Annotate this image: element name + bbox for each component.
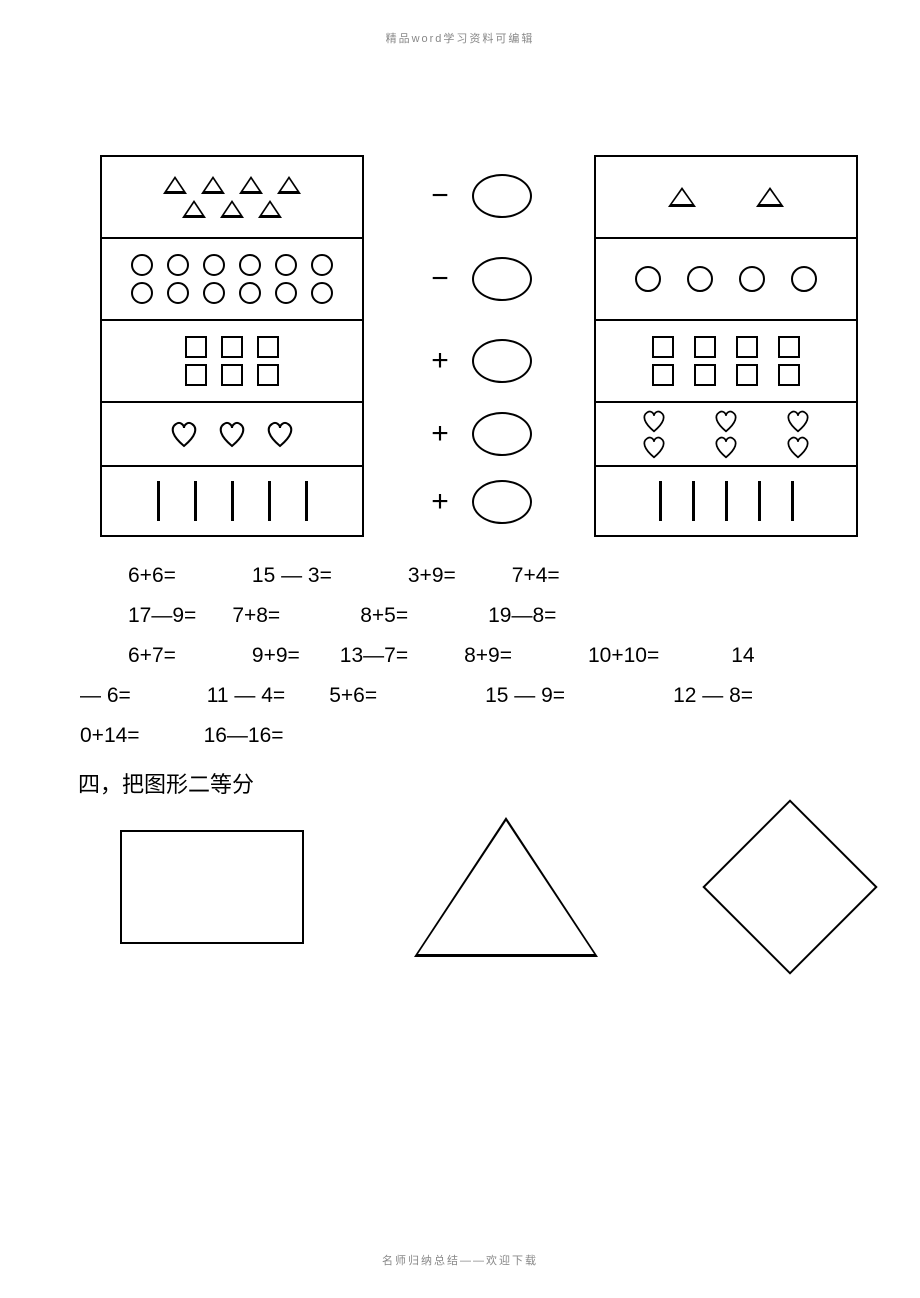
arith-row-5: 0+14= 16—16= xyxy=(80,716,860,756)
equation: 16—16= xyxy=(204,716,284,756)
op-cell-5: + xyxy=(381,480,577,524)
section-4-title: 四，把图形二等分 xyxy=(78,767,254,799)
answer-blank[interactable] xyxy=(472,412,532,456)
bisect-triangle xyxy=(414,817,598,957)
equation: 3+9= xyxy=(408,556,456,596)
right-cell-2 xyxy=(595,238,857,320)
heart-icon xyxy=(784,435,812,459)
equation: 19—8= xyxy=(488,596,556,636)
op-cell-4: + xyxy=(381,412,577,456)
answer-blank[interactable] xyxy=(472,339,532,383)
equation: 7+4= xyxy=(512,556,560,596)
right-cell-1 xyxy=(595,156,857,238)
left-cell-4 xyxy=(101,402,363,466)
shape-right-column xyxy=(594,155,858,537)
arithmetic-block: 6+6= 15 — 3= 3+9= 7+4= 17—9= 7+8= 8+5= 19—8= 6… xyxy=(80,556,860,756)
equation: — 6= xyxy=(80,676,131,716)
equation: 5+6= xyxy=(329,676,377,716)
bisect-shapes xyxy=(120,805,872,969)
plus-sign: + xyxy=(426,344,454,378)
shape-left-column xyxy=(100,155,364,537)
op-cell-2: − xyxy=(381,257,577,301)
minus-sign: − xyxy=(426,179,454,213)
op-cell-1: − xyxy=(381,174,577,218)
heart-icon xyxy=(263,420,297,448)
answer-blank[interactable] xyxy=(472,480,532,524)
plus-sign: + xyxy=(426,417,454,451)
answer-blank[interactable] xyxy=(472,257,532,301)
heart-icon xyxy=(640,435,668,459)
equation: 13—7= xyxy=(340,636,408,676)
left-cell-3 xyxy=(101,320,363,402)
shape-exercise-tables: − − + + + xyxy=(100,155,858,537)
worksheet-page: 精品word学习资料可编辑 xyxy=(0,0,920,1298)
plus-sign: + xyxy=(426,485,454,519)
equation: 6+6= xyxy=(128,556,176,596)
heart-icon xyxy=(712,435,740,459)
heart-icon xyxy=(215,420,249,448)
equation: 17—9= xyxy=(128,596,196,636)
equation: 10+10= xyxy=(588,636,659,676)
answer-blank[interactable] xyxy=(472,174,532,218)
page-header: 精品word学习资料可编辑 xyxy=(0,30,920,46)
equation: 12 — 8= xyxy=(673,676,753,716)
equation: 7+8= xyxy=(232,596,280,636)
arith-row-4: — 6= 11 — 4= 5+6= 15 — 9= 12 — 8= xyxy=(80,676,860,716)
equation: 9+9= xyxy=(252,636,300,676)
page-footer: 名师归纳总结——欢迎下载 xyxy=(0,1252,920,1268)
heart-icon xyxy=(640,409,668,433)
equation: 15 — 3= xyxy=(252,556,332,596)
equation: 0+14= xyxy=(80,716,140,756)
minus-sign: − xyxy=(426,262,454,296)
heart-icon xyxy=(167,420,201,448)
equation: 6+7= xyxy=(128,636,176,676)
arith-row-1: 6+6= 15 — 3= 3+9= 7+4= xyxy=(80,556,860,596)
equation: 11 — 4= xyxy=(207,676,285,716)
bisect-diamond xyxy=(702,799,877,974)
right-cell-5 xyxy=(595,466,857,536)
op-cell-3: + xyxy=(381,339,577,383)
equation: 15 — 9= xyxy=(485,676,565,716)
heart-icon xyxy=(784,409,812,433)
equation: 8+5= xyxy=(360,596,408,636)
arith-row-2: 17—9= 7+8= 8+5= 19—8= xyxy=(80,596,860,636)
left-cell-5 xyxy=(101,466,363,536)
right-cell-4 xyxy=(595,402,857,466)
left-cell-1 xyxy=(101,156,363,238)
right-cell-3 xyxy=(595,320,857,402)
bisect-rectangle xyxy=(120,830,304,944)
equation: 8+9= xyxy=(464,636,512,676)
equation: 14 xyxy=(731,636,754,676)
operator-column: − − + + + xyxy=(380,155,578,537)
arith-row-3: 6+7= 9+9= 13—7= 8+9= 10+10= 14 xyxy=(80,636,860,676)
left-cell-2 xyxy=(101,238,363,320)
heart-icon xyxy=(712,409,740,433)
